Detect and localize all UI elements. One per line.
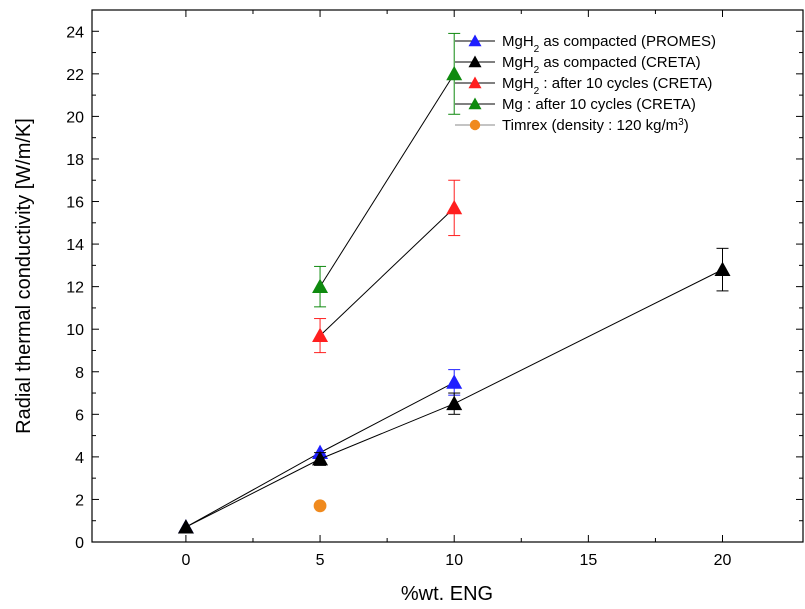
y-tick-label: 2 bbox=[75, 492, 84, 509]
series-line bbox=[185, 269, 723, 528]
legend-item-0: MgH2 as compacted (PROMES) bbox=[455, 33, 716, 55]
legend-marker bbox=[468, 76, 482, 89]
legend: MgH2 as compacted (PROMES)MgH2 as compac… bbox=[455, 33, 716, 134]
data-point bbox=[313, 499, 327, 513]
legend-item-2: MgH2 : after 10 cycles (CRETA) bbox=[455, 75, 712, 97]
y-tick-label: 22 bbox=[66, 67, 84, 84]
data-point bbox=[446, 199, 463, 215]
series-1 bbox=[177, 247, 731, 534]
x-tick-label: 15 bbox=[579, 552, 597, 569]
y-tick-label: 4 bbox=[75, 450, 84, 467]
y-tick-label: 10 bbox=[66, 322, 84, 339]
x-tick-label: 20 bbox=[714, 552, 732, 569]
series-line bbox=[319, 73, 455, 287]
x-tick-label: 0 bbox=[181, 552, 190, 569]
plot-frame bbox=[91, 9, 804, 543]
series-layer bbox=[177, 32, 731, 534]
x-tick-label: 5 bbox=[316, 552, 325, 569]
legend-marker bbox=[468, 34, 482, 47]
data-point bbox=[446, 65, 463, 81]
data-point bbox=[714, 261, 731, 277]
y-tick-label: 16 bbox=[66, 195, 84, 212]
data-point bbox=[446, 395, 463, 411]
legend-label: MgH2 : after 10 cycles (CRETA) bbox=[502, 75, 712, 97]
legend-item-3: Mg : after 10 cycles (CRETA) bbox=[455, 96, 696, 113]
legend-marker bbox=[468, 55, 482, 68]
series-3 bbox=[312, 32, 463, 308]
legend-item-4: Timrex (density : 120 kg/m3) bbox=[455, 117, 689, 135]
legend-marker bbox=[468, 97, 482, 110]
y-tick-label: 18 bbox=[66, 152, 84, 169]
y-tick-label: 14 bbox=[66, 237, 84, 254]
legend-label: MgH2 as compacted (CRETA) bbox=[502, 54, 701, 76]
series-2 bbox=[312, 179, 463, 354]
legend-label: Timrex (density : 120 kg/m3) bbox=[502, 117, 689, 135]
data-point bbox=[312, 451, 329, 466]
series-line bbox=[319, 207, 455, 336]
series-4 bbox=[313, 499, 327, 513]
x-tick-label: 10 bbox=[445, 552, 463, 569]
data-point bbox=[312, 278, 329, 294]
legend-label: Mg : after 10 cycles (CRETA) bbox=[502, 96, 696, 113]
legend-item-1: MgH2 as compacted (CRETA) bbox=[455, 54, 701, 76]
y-axis-title: Radial thermal conductivity [W/m/K] bbox=[13, 118, 35, 434]
data-point bbox=[312, 327, 329, 342]
data-point bbox=[177, 519, 194, 534]
y-tick-label: 6 bbox=[75, 407, 84, 424]
legend-label: MgH2 as compacted (PROMES) bbox=[502, 33, 716, 55]
legend-marker bbox=[469, 119, 481, 131]
data-point bbox=[446, 374, 463, 389]
x-axis-title: %wt. ENG bbox=[401, 583, 493, 605]
y-tick-label: 24 bbox=[66, 24, 84, 41]
y-tick-label: 8 bbox=[75, 365, 84, 382]
y-tick-label: 12 bbox=[66, 280, 84, 297]
y-tick-label: 0 bbox=[75, 535, 84, 552]
y-tick-label: 20 bbox=[66, 109, 84, 126]
